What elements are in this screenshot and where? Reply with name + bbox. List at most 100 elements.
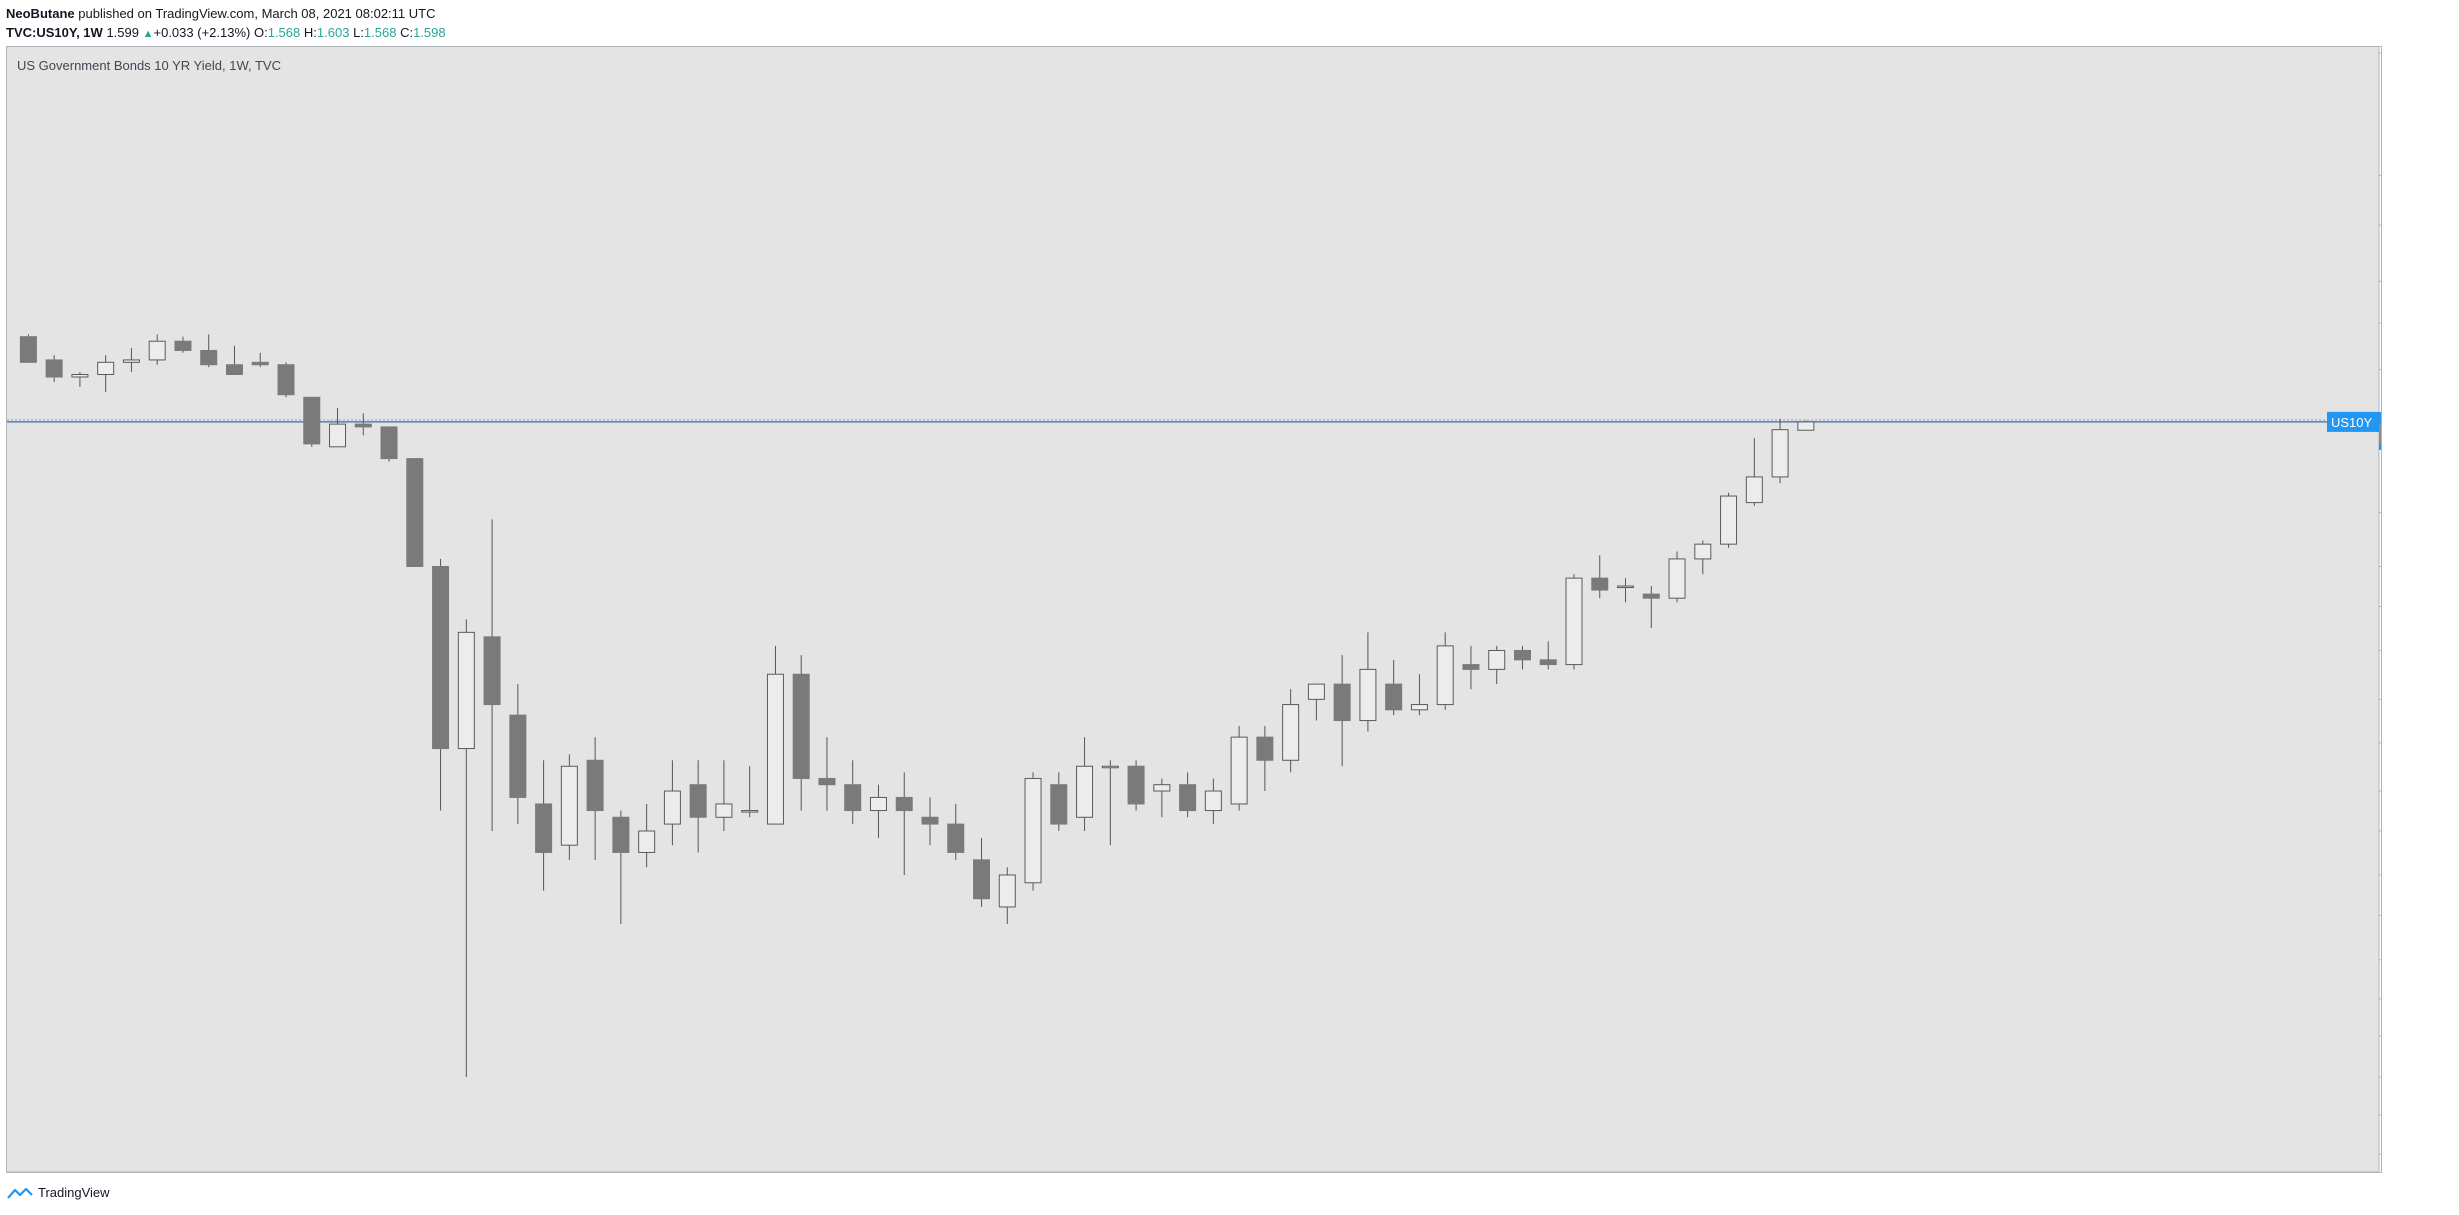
candle-body — [174, 340, 192, 351]
candle — [1513, 645, 1531, 670]
candle-body — [1436, 645, 1454, 706]
price-labels: US10Y1.5984d 15h1.588 — [2327, 411, 2381, 450]
candle — [200, 334, 218, 368]
candle-body — [1488, 649, 1506, 670]
candle-body — [277, 364, 295, 396]
candle — [97, 355, 115, 393]
candle-body — [792, 673, 810, 779]
candle-body — [1179, 784, 1197, 812]
candle-body — [1771, 429, 1789, 478]
tradingview-brand[interactable]: TradingView — [38, 1185, 110, 1200]
candle-body — [1565, 577, 1583, 666]
candle-body — [1539, 659, 1557, 666]
candle — [1101, 760, 1119, 846]
candle — [1462, 645, 1480, 690]
candle-body — [741, 810, 759, 813]
candle — [741, 766, 759, 818]
candle-body — [1024, 777, 1042, 884]
candle-body — [715, 803, 733, 818]
candle — [1127, 760, 1145, 811]
candle — [225, 345, 243, 376]
reference-lines — [7, 419, 2379, 423]
candle-body — [998, 874, 1016, 908]
candle — [1050, 772, 1068, 832]
low-label: L: — [353, 25, 364, 40]
candle — [689, 760, 707, 853]
chart-frame[interactable]: US Government Bonds 10 YR Yield, 1W, TVC… — [6, 46, 2382, 1173]
candle — [406, 458, 424, 568]
candle-body — [1617, 585, 1635, 589]
author-name[interactable]: NeoButane — [6, 6, 75, 21]
price-axis-background[interactable] — [2379, 47, 2381, 1172]
tradingview-logo-icon[interactable] — [6, 1186, 34, 1200]
candle-body — [225, 364, 243, 376]
candle — [71, 372, 89, 388]
candle — [869, 784, 887, 839]
candle-body — [1307, 683, 1325, 700]
candle — [1436, 632, 1454, 710]
candle-body — [71, 374, 89, 378]
candle-body — [844, 784, 862, 812]
open-value: 1.568 — [267, 25, 301, 40]
candle-body — [45, 359, 63, 378]
symbol-label: TVC:US10Y, 1W — [6, 25, 103, 40]
candle — [1565, 574, 1583, 670]
candles — [19, 334, 1815, 1077]
candle — [1642, 586, 1660, 628]
candle — [1230, 726, 1248, 811]
candle — [1694, 540, 1712, 575]
candle — [1771, 418, 1789, 484]
candle — [329, 407, 347, 448]
candle-body — [1745, 476, 1763, 504]
high-value: 1.603 — [316, 25, 350, 40]
candle — [998, 867, 1016, 924]
candle-body — [432, 566, 450, 750]
candle-body — [19, 336, 37, 363]
candle — [1591, 555, 1609, 599]
candle — [432, 558, 450, 811]
close-label: C: — [400, 25, 414, 40]
candle-body — [1256, 736, 1274, 761]
candle-body — [1076, 765, 1094, 818]
candle — [122, 348, 140, 373]
candle — [19, 334, 37, 363]
candle — [1539, 641, 1557, 670]
candle-body — [457, 631, 475, 750]
last-price-symbol-badge — [2327, 411, 2381, 432]
candle-body — [380, 426, 398, 460]
plot-background[interactable] — [7, 47, 2379, 1172]
candle — [792, 655, 810, 811]
candle-body — [869, 796, 887, 812]
candle — [1385, 659, 1403, 716]
candle — [766, 645, 784, 825]
candle — [45, 355, 63, 382]
candle-body — [1797, 421, 1815, 431]
candlestick-chart[interactable]: US Government Bonds 10 YR Yield, 1W, TVC… — [7, 47, 2381, 1172]
low-value: 1.568 — [363, 25, 397, 40]
candle-body — [509, 714, 527, 798]
candle-body — [1462, 664, 1480, 670]
candle — [483, 519, 501, 832]
candle — [1333, 655, 1351, 767]
candle — [380, 426, 398, 462]
candle-body — [1230, 736, 1248, 805]
candle — [1410, 674, 1428, 716]
candle-body — [818, 777, 836, 786]
close-value: 1.598 — [413, 25, 446, 40]
candle-body — [1694, 543, 1712, 560]
candle-body — [1333, 683, 1351, 722]
candle — [1797, 420, 1815, 431]
candle — [663, 760, 681, 846]
change-up-icon: ▲ — [142, 28, 154, 40]
published-text: published on TradingView.com, March 08, … — [78, 6, 436, 21]
candle — [1488, 645, 1506, 685]
candle — [844, 760, 862, 825]
price-axis[interactable]: 3.7002.8002.5002.2002.0001.8001.3001.150… — [2379, 47, 2381, 1162]
candle-body — [122, 359, 140, 363]
candle-body — [1359, 668, 1377, 722]
candle-body — [1642, 593, 1660, 599]
candle — [457, 619, 475, 1077]
candle-body — [1410, 704, 1428, 711]
change-value: +0.033 (+2.13%) — [153, 25, 251, 40]
candle-body — [973, 859, 991, 900]
